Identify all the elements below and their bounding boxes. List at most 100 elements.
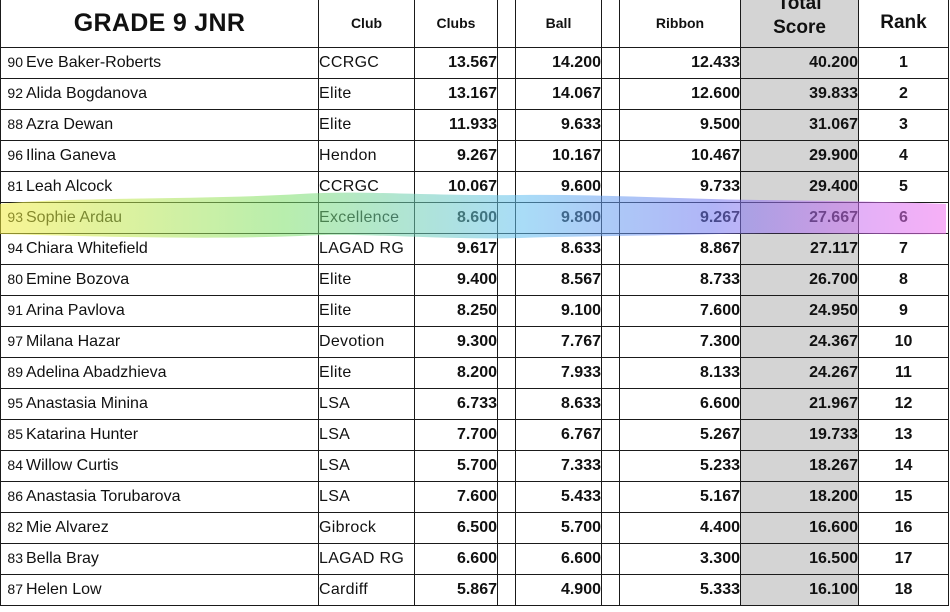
competitor-number: 91: [7, 301, 23, 318]
ribbon-score: 8.133: [619, 356, 741, 389]
gymnast-cell: 91 Arina Pavlova: [0, 294, 319, 327]
clubs-score: 9.617: [414, 232, 498, 265]
rank-column-header: Rank: [858, 0, 949, 48]
column-gap: [601, 356, 620, 389]
club-cell: Elite: [318, 356, 415, 389]
ribbon-score: 8.867: [619, 232, 741, 265]
table-row: 83 Bella Bray LAGAD RG 6.600 6.600 3.300 16.50…: [0, 542, 949, 575]
competitor-number: 88: [7, 115, 23, 132]
ball-score: 7.333: [515, 449, 602, 482]
ribbon-score: 8.733: [619, 263, 741, 296]
gymnast-cell: 94 Chiara Whitefield: [0, 232, 319, 265]
club-cell: LSA: [318, 480, 415, 513]
column-gap: [497, 418, 516, 451]
club-cell: Elite: [318, 263, 415, 296]
table-row: 94 Chiara Whitefield LAGAD RG 9.617 8.633 8.8…: [0, 232, 949, 265]
total-score: 24.267: [740, 356, 859, 389]
table-row: 82 Mie Alvarez Gibrock 6.500 5.700 4.400 16.60…: [0, 511, 949, 544]
ribbon-score: 7.600: [619, 294, 741, 327]
competitor-number: 80: [7, 270, 23, 287]
club-cell: LSA: [318, 387, 415, 420]
clubs-score: 8.250: [414, 294, 498, 327]
gymnast-name: Adelina Abadzhieva: [26, 363, 167, 381]
clubs-score: 5.700: [414, 449, 498, 482]
gymnast-cell: 95 Anastasia Minina: [0, 387, 319, 420]
club-cell: CCRGC: [318, 170, 415, 203]
total-header-line-1: Total: [777, 0, 822, 15]
gymnast-name: Arina Pavlova: [26, 301, 125, 319]
column-gap: [497, 294, 516, 327]
total-score: 16.100: [740, 573, 859, 606]
gymnast-name: Sophie Ardau: [26, 208, 123, 226]
total-score: 31.067: [740, 108, 859, 141]
column-gap: [601, 480, 620, 513]
ball-column-header: Ball: [515, 0, 602, 48]
table-row: 84 Willow Curtis LSA 5.700 7.333 5.233 18.267 1…: [0, 449, 949, 482]
rank-cell: 9: [858, 294, 949, 327]
table-row: 96 Ilina Ganeva Hendon 9.267 10.167 10.467 29.…: [0, 139, 949, 172]
column-gap: [601, 418, 620, 451]
column-gap: [601, 46, 620, 79]
ribbon-score: 3.300: [619, 542, 741, 575]
total-score: 26.700: [740, 263, 859, 296]
total-score: 18.267: [740, 449, 859, 482]
rank-cell: 14: [858, 449, 949, 482]
column-gap: [497, 542, 516, 575]
gymnast-name: Alida Bogdanova: [26, 84, 147, 102]
competitor-number: 93: [7, 208, 23, 225]
club-cell: Elite: [318, 77, 415, 110]
club-cell: Cardiff: [318, 573, 415, 606]
table-row: 95 Anastasia Minina LSA 6.733 8.633 6.600 21.9…: [0, 387, 949, 420]
club-cell: Devotion: [318, 325, 415, 358]
gymnast-cell: 86 Anastasia Torubarova: [0, 480, 319, 513]
table-row: 89 Adelina Abadzhieva Elite 8.200 7.933 8.133…: [0, 356, 949, 389]
ribbon-score: 6.600: [619, 387, 741, 420]
total-score: 27.117: [740, 232, 859, 265]
column-gap: [497, 77, 516, 110]
ribbon-score: 4.400: [619, 511, 741, 544]
gymnast-name: Anastasia Torubarova: [26, 487, 181, 505]
rank-cell: 18: [858, 573, 949, 606]
clubs-score: 8.200: [414, 356, 498, 389]
gymnast-cell: 97 Milana Hazar: [0, 325, 319, 358]
column-gap: [497, 201, 516, 234]
gymnast-cell: 81 Leah Alcock: [0, 170, 319, 203]
competitor-number: 85: [7, 425, 23, 442]
ball-score: 14.067: [515, 77, 602, 110]
clubs-column-header: Clubs: [414, 0, 498, 48]
column-gap: [601, 325, 620, 358]
column-gap: [601, 170, 620, 203]
table-row: 88 Azra Dewan Elite 11.933 9.633 9.500 31.067 3: [0, 108, 949, 141]
ball-score: 9.100: [515, 294, 602, 327]
ball-score: 8.633: [515, 387, 602, 420]
total-score: 18.200: [740, 480, 859, 513]
table-row: 91 Arina Pavlova Elite 8.250 9.100 7.600 24.95…: [0, 294, 949, 327]
ball-score: 9.800: [515, 201, 602, 234]
clubs-score: 6.600: [414, 542, 498, 575]
club-cell: LAGAD RG: [318, 232, 415, 265]
column-gap: [601, 511, 620, 544]
rank-cell: 5: [858, 170, 949, 203]
column-gap: [497, 356, 516, 389]
club-column-header: Club: [318, 0, 415, 48]
clubs-score: 10.067: [414, 170, 498, 203]
ball-score: 6.767: [515, 418, 602, 451]
table-row: 93 Sophie Ardau Excellence 8.600 9.800 9.267 2…: [0, 201, 949, 234]
ribbon-score: 5.333: [619, 573, 741, 606]
column-gap: [497, 0, 516, 48]
ball-score: 8.567: [515, 263, 602, 296]
column-gap: [601, 573, 620, 606]
clubs-score: 6.500: [414, 511, 498, 544]
table-row: 80 Emine Bozova Elite 9.400 8.567 8.733 26.700…: [0, 263, 949, 296]
gymnast-cell: 90 Eve Baker-Roberts: [0, 46, 319, 79]
gymnast-cell: 80 Emine Bozova: [0, 263, 319, 296]
competitor-number: 89: [7, 363, 23, 380]
table-row: 87 Helen Low Cardiff 5.867 4.900 5.333 16.100 1…: [0, 573, 949, 606]
ribbon-score: 12.600: [619, 77, 741, 110]
rank-cell: 10: [858, 325, 949, 358]
ball-score: 4.900: [515, 573, 602, 606]
column-gap: [497, 325, 516, 358]
competitor-number: 82: [7, 518, 23, 535]
clubs-score: 11.933: [414, 108, 498, 141]
column-gap: [601, 232, 620, 265]
